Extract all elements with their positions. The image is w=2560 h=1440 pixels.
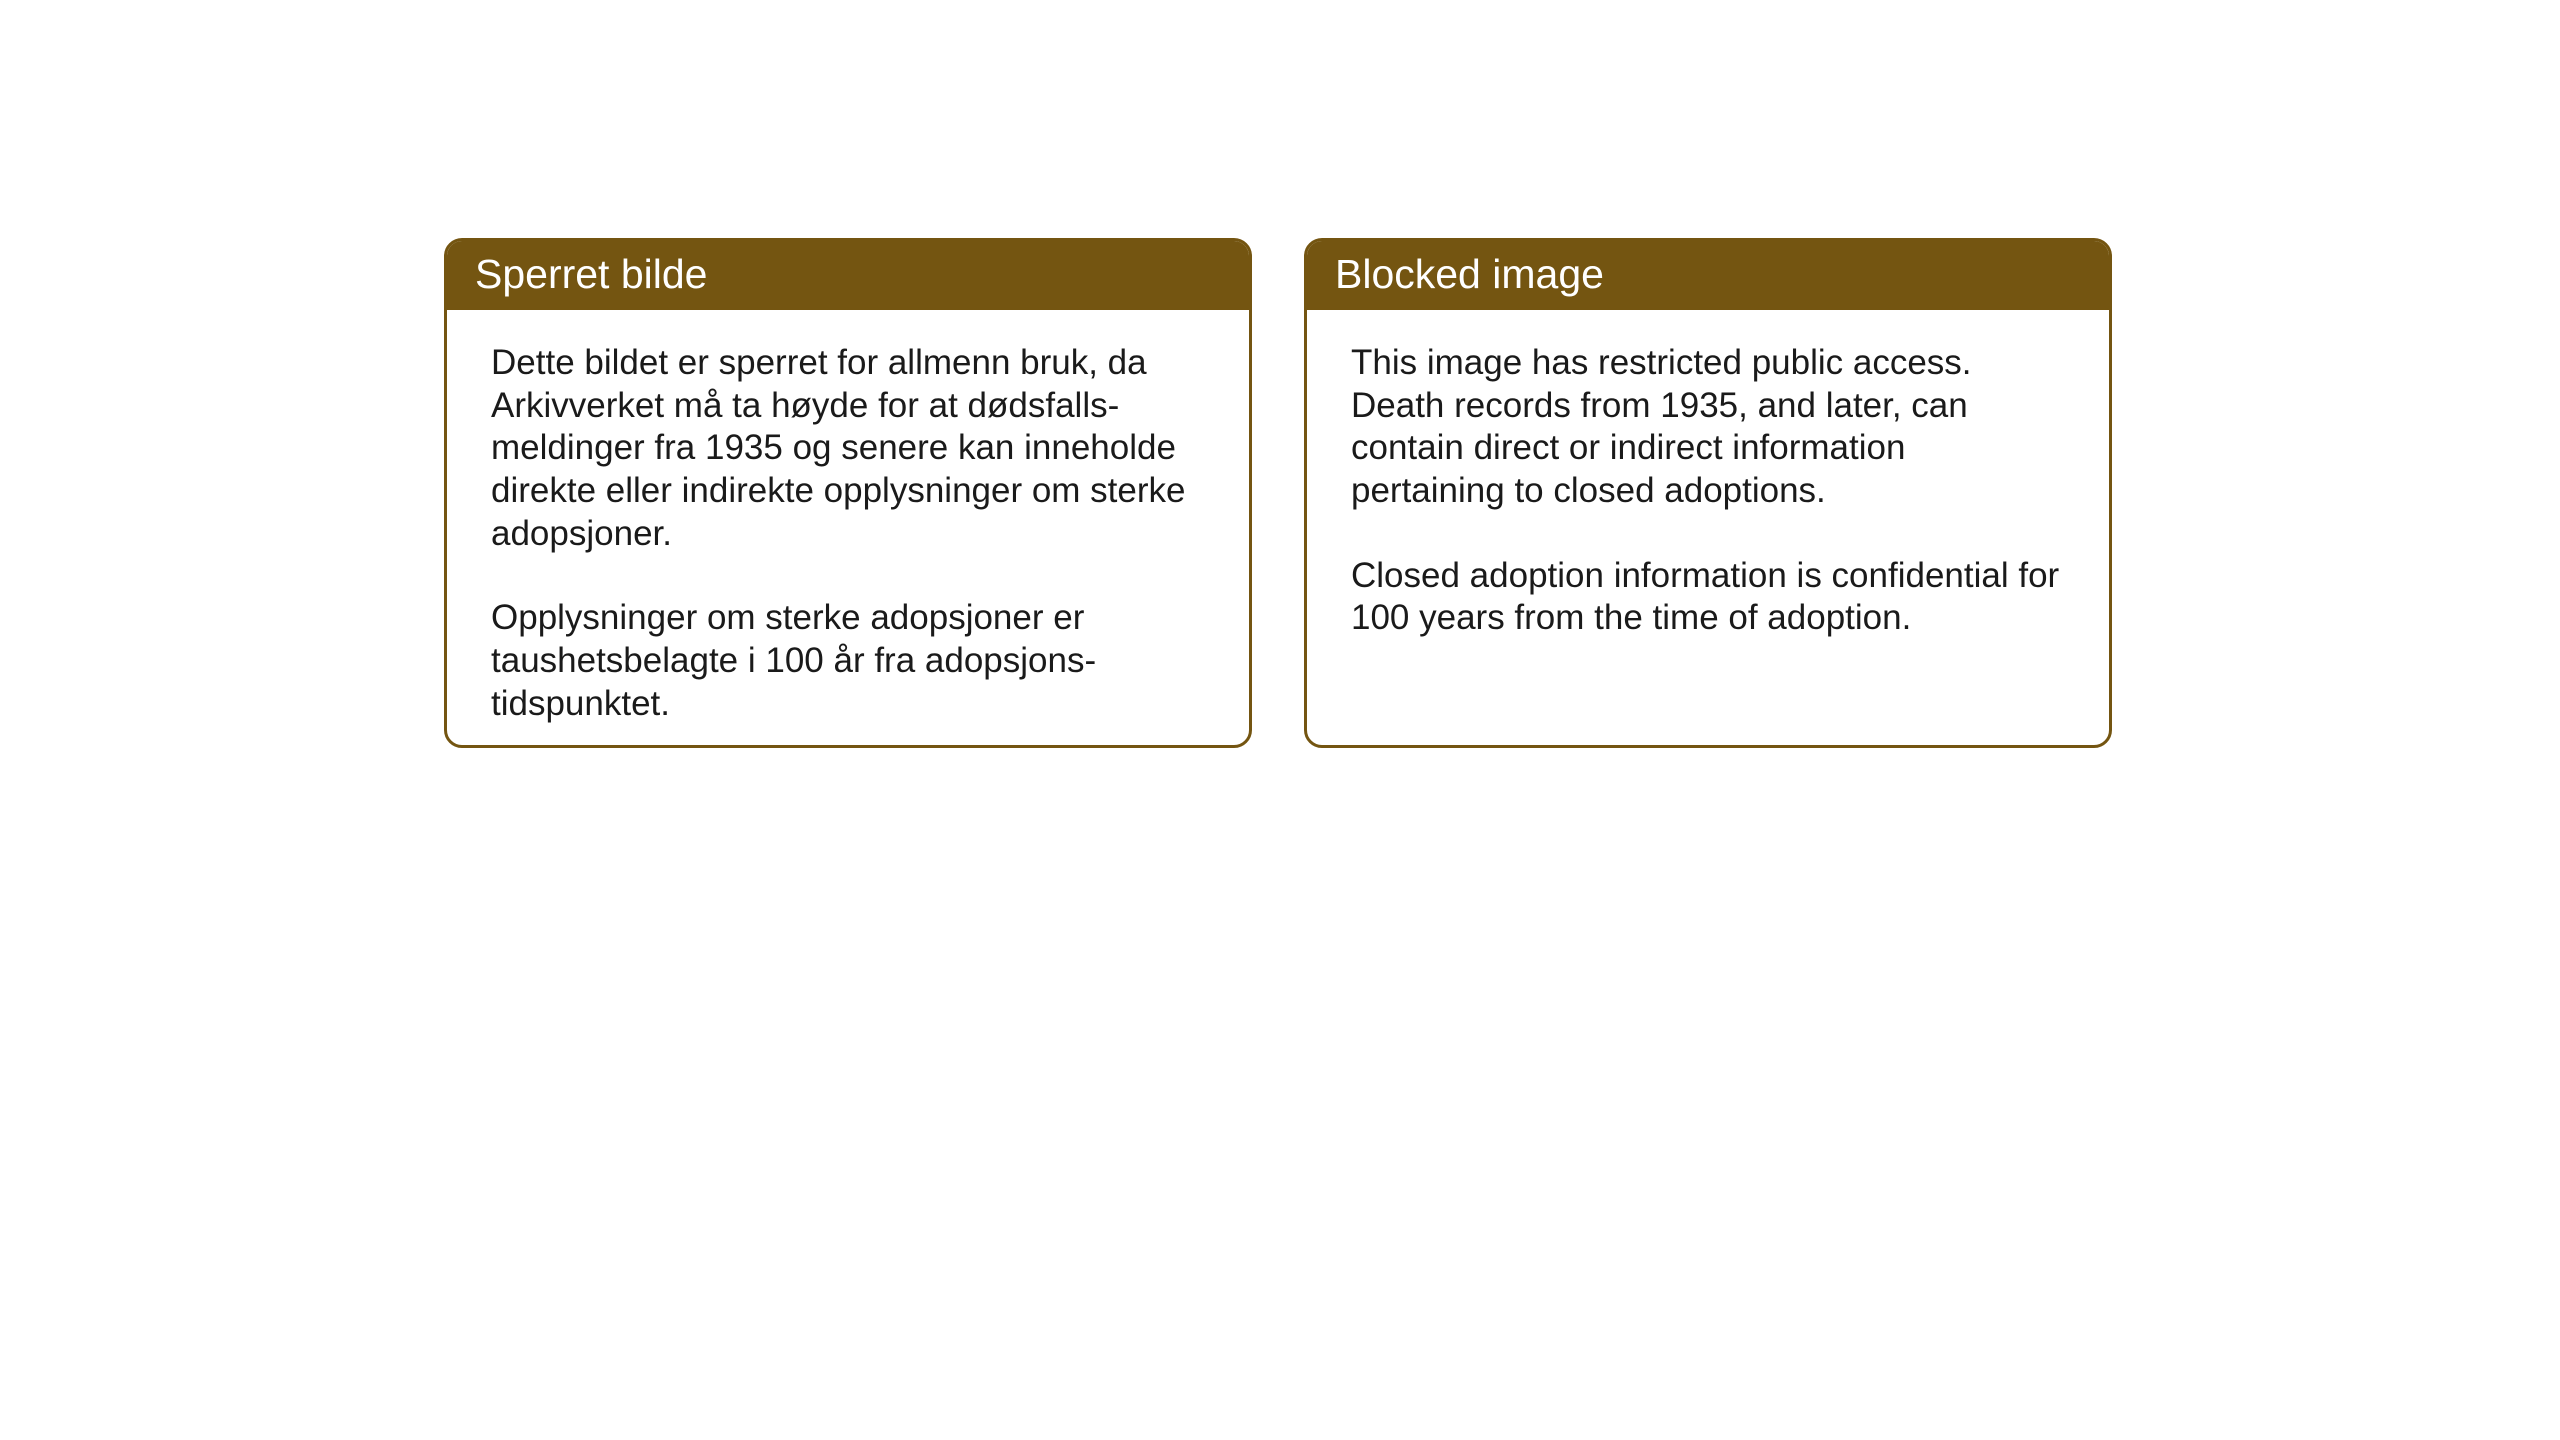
notice-box-english: Blocked image This image has restricted … bbox=[1304, 238, 2112, 748]
notice-header-english: Blocked image bbox=[1307, 241, 2109, 310]
notice-box-norwegian: Sperret bilde Dette bildet er sperret fo… bbox=[444, 238, 1252, 748]
notice-paragraph-2-english: Closed adoption information is confident… bbox=[1351, 555, 2065, 640]
notice-body-norwegian: Dette bildet er sperret for allmenn bruk… bbox=[447, 310, 1249, 748]
notice-body-english: This image has restricted public access.… bbox=[1307, 310, 2109, 672]
notice-container: Sperret bilde Dette bildet er sperret fo… bbox=[444, 238, 2112, 748]
notice-title-english: Blocked image bbox=[1335, 251, 1604, 297]
notice-paragraph-1-norwegian: Dette bildet er sperret for allmenn bruk… bbox=[491, 342, 1205, 555]
notice-title-norwegian: Sperret bilde bbox=[475, 251, 707, 297]
notice-paragraph-2-norwegian: Opplysninger om sterke adopsjoner er tau… bbox=[491, 597, 1205, 725]
notice-paragraph-1-english: This image has restricted public access.… bbox=[1351, 342, 2065, 513]
notice-header-norwegian: Sperret bilde bbox=[447, 241, 1249, 310]
